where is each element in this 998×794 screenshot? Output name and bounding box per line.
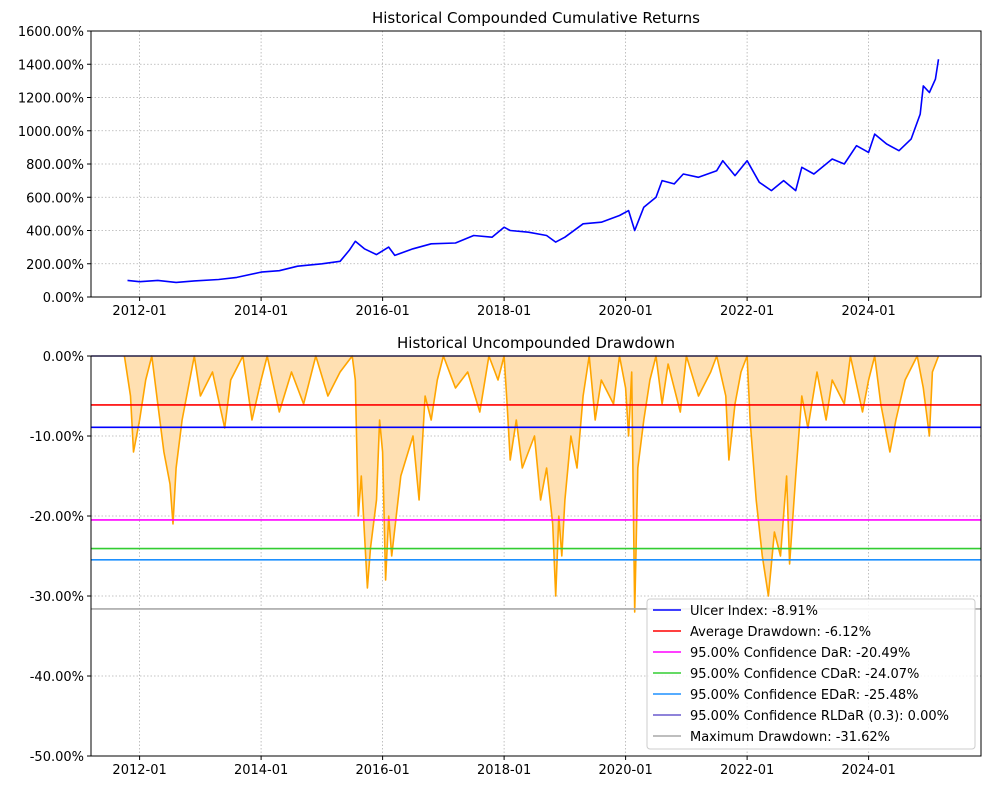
- cumulative-returns-line: [127, 59, 940, 284]
- x-tick-label: 2024-01: [841, 763, 895, 778]
- y-tick-label: 1200.00%: [18, 92, 84, 107]
- x-tick-label: 2022-01: [720, 763, 774, 778]
- y-tick-label: 1000.00%: [18, 125, 84, 140]
- y-tick-label: -50.00%: [30, 750, 84, 765]
- x-tick-label: 2018-01: [477, 304, 531, 319]
- y-tick-label: 400.00%: [26, 225, 84, 240]
- y-tick-label: 1400.00%: [18, 58, 84, 73]
- legend-label: Average Drawdown: -6.12%: [690, 625, 871, 640]
- x-tick-label: 2020-01: [598, 763, 652, 778]
- y-tick-label: 600.00%: [26, 191, 84, 206]
- y-tick-label: 1600.00%: [18, 25, 84, 40]
- chart-0: 2012-01 2014-01 2016-01 2018-01 2020-01 2022-…: [18, 9, 982, 319]
- y-tick-label: 200.00%: [26, 258, 84, 273]
- y-tick-label: -10.00%: [30, 430, 84, 445]
- legend-label: 95.00% Confidence DaR: -20.49%: [690, 646, 910, 661]
- y-tick-label: -30.00%: [30, 590, 84, 605]
- axes-frame: [90, 30, 982, 298]
- chart-title: Historical Uncompounded Drawdown: [397, 334, 675, 352]
- x-tick-label: 2022-01: [720, 304, 774, 319]
- legend-label: 95.00% Confidence CDaR: -24.07%: [690, 667, 919, 682]
- x-tick-label: 2014-01: [234, 304, 288, 319]
- x-tick-label: 2024-01: [841, 304, 895, 319]
- legend-label: Maximum Drawdown: -31.62%: [690, 730, 890, 745]
- y-tick-label: -20.00%: [30, 510, 84, 525]
- legend: Ulcer Index: -8.91% Average Drawdown: -6.…: [646, 598, 976, 750]
- chart-1: 2012-01 2014-01 2016-01 2018-01 2020-01 2022-…: [30, 334, 982, 778]
- legend-label: 95.00% Confidence RLDaR (0.3): 0.00%: [690, 709, 949, 724]
- x-tick-label: 2016-01: [355, 304, 409, 319]
- y-tick-label: 800.00%: [26, 158, 84, 173]
- x-tick-label: 2016-01: [355, 763, 409, 778]
- chart-title: Historical Compounded Cumulative Returns: [372, 9, 700, 27]
- x-tick-label: 2012-01: [112, 763, 166, 778]
- y-tick-label: 0.00%: [43, 291, 84, 306]
- drawdown-line: [123, 355, 940, 613]
- legend-box: [646, 598, 976, 750]
- x-tick-label: 2018-01: [477, 763, 531, 778]
- x-tick-label: 2012-01: [112, 304, 166, 319]
- legend-label: Ulcer Index: -8.91%: [690, 604, 818, 619]
- y-tick-label: -40.00%: [30, 670, 84, 685]
- x-tick-label: 2014-01: [234, 763, 288, 778]
- legend-label: 95.00% Confidence EDaR: -25.48%: [690, 688, 919, 703]
- drawdown-area: [124, 356, 939, 612]
- y-tick-label: 0.00%: [43, 350, 84, 365]
- x-tick-label: 2020-01: [598, 304, 652, 319]
- axes-frame: [90, 355, 982, 757]
